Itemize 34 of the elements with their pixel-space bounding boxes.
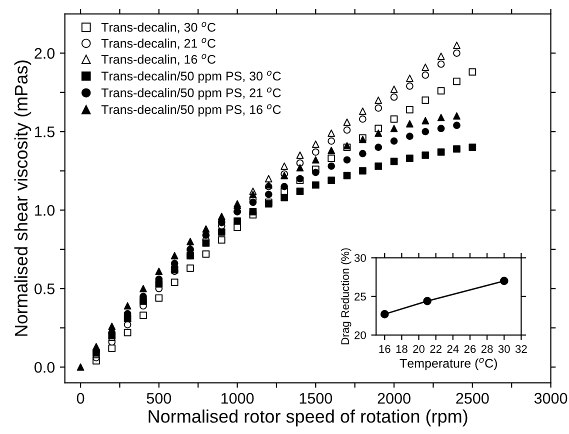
y-tick-label: 1.0 [35, 204, 55, 216]
x-tick-label: 32 [515, 345, 527, 353]
y-axis-title: Drag Reduction (%) [340, 248, 352, 344]
y-tick-label: 30 [354, 254, 366, 262]
x-tick-label: 1500 [300, 392, 332, 404]
legend-label: Trans-decalin, 21 $^{o}$C [101, 38, 216, 50]
y-tick-label: 0.0 [34, 362, 55, 373]
y-tick-label: 25 [354, 292, 366, 301]
y-tick-label: 20 [354, 331, 366, 340]
legend-label: Trans-decalin/50 ppm PS, 30 $^{o}$C [101, 70, 281, 83]
x-tick-label: 22 [430, 345, 442, 353]
x-tick-label: 2000 [378, 392, 410, 404]
x-tick-label: 2500 [456, 392, 489, 404]
x-tick-label: 500 [146, 392, 172, 404]
x-tick-label: 1000 [221, 392, 254, 404]
x-tick-label: 30 [498, 345, 510, 353]
legend-label: Trans-decalin/50 ppm PS, 16 $^{o}$C [101, 104, 281, 116]
x-tick-label: 3000 [534, 392, 568, 404]
x-tick-label: 26 [464, 345, 476, 353]
x-tick-label: 24 [447, 345, 459, 353]
x-axis-title: Normalised rotor speed of rotation (rpm) [148, 410, 468, 426]
x-tick-label: 18 [396, 345, 408, 353]
legend-label: Trans-decalin/50 ppm PS, 21 $^{o}$C [101, 87, 281, 100]
legend-label: Trans-decalin, 16 $^{o}$C [101, 54, 216, 66]
y-tick-label: 2.0 [34, 48, 55, 59]
x-tick-label: 16 [379, 345, 390, 353]
y-tick-label: 0.5 [34, 283, 55, 294]
y-tick-label: 1.5 [35, 126, 55, 138]
x-tick-label: 20 [413, 345, 425, 353]
x-tick-label: 0 [76, 392, 84, 404]
x-tick-label: 28 [481, 345, 493, 353]
x-axis-title: Temperature ($^{o}$C) [400, 358, 497, 370]
y-axis-title: Normalised shear viscosity (mPas) [14, 60, 32, 336]
legend-label: Trans-decalin, 30 $^{o}$C [101, 22, 216, 34]
